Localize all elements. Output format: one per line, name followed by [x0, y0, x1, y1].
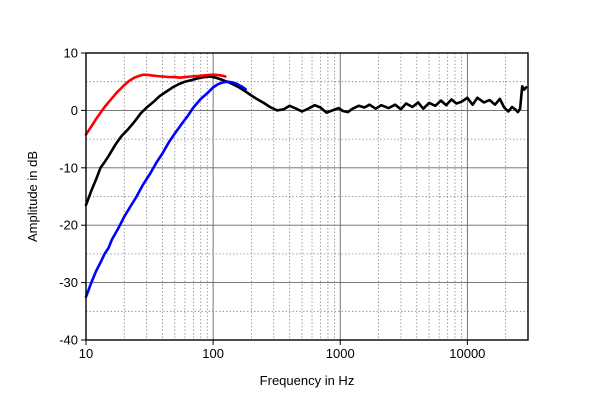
y-tick-label: 10: [64, 46, 78, 61]
x-tick-labels: 10 100 1000 10000: [79, 346, 486, 361]
x-axis-title: Frequency in Hz: [260, 373, 355, 388]
series-layer: [84, 73, 528, 299]
series-line-0: [84, 75, 528, 207]
series-line-1: [84, 73, 227, 136]
y-tick-labels: -40 -30 -20 -10 0 10: [59, 46, 78, 348]
x-tick-label: 10: [79, 346, 93, 361]
plot-frame: [85, 52, 529, 341]
y-tick-label: -20: [59, 218, 78, 233]
x-tick-label: 100: [202, 346, 224, 361]
x-tick-label: 10000: [449, 346, 485, 361]
y-tick-label: 0: [71, 103, 78, 118]
grid: [81, 52, 528, 345]
series-line-2: [84, 80, 247, 299]
x-tick-label: 1000: [326, 346, 355, 361]
y-tick-label: -30: [59, 275, 78, 290]
y-axis-title: Amplitude in dB: [25, 151, 40, 242]
y-tick-label: -10: [59, 160, 78, 175]
y-tick-label: -40: [59, 333, 78, 348]
